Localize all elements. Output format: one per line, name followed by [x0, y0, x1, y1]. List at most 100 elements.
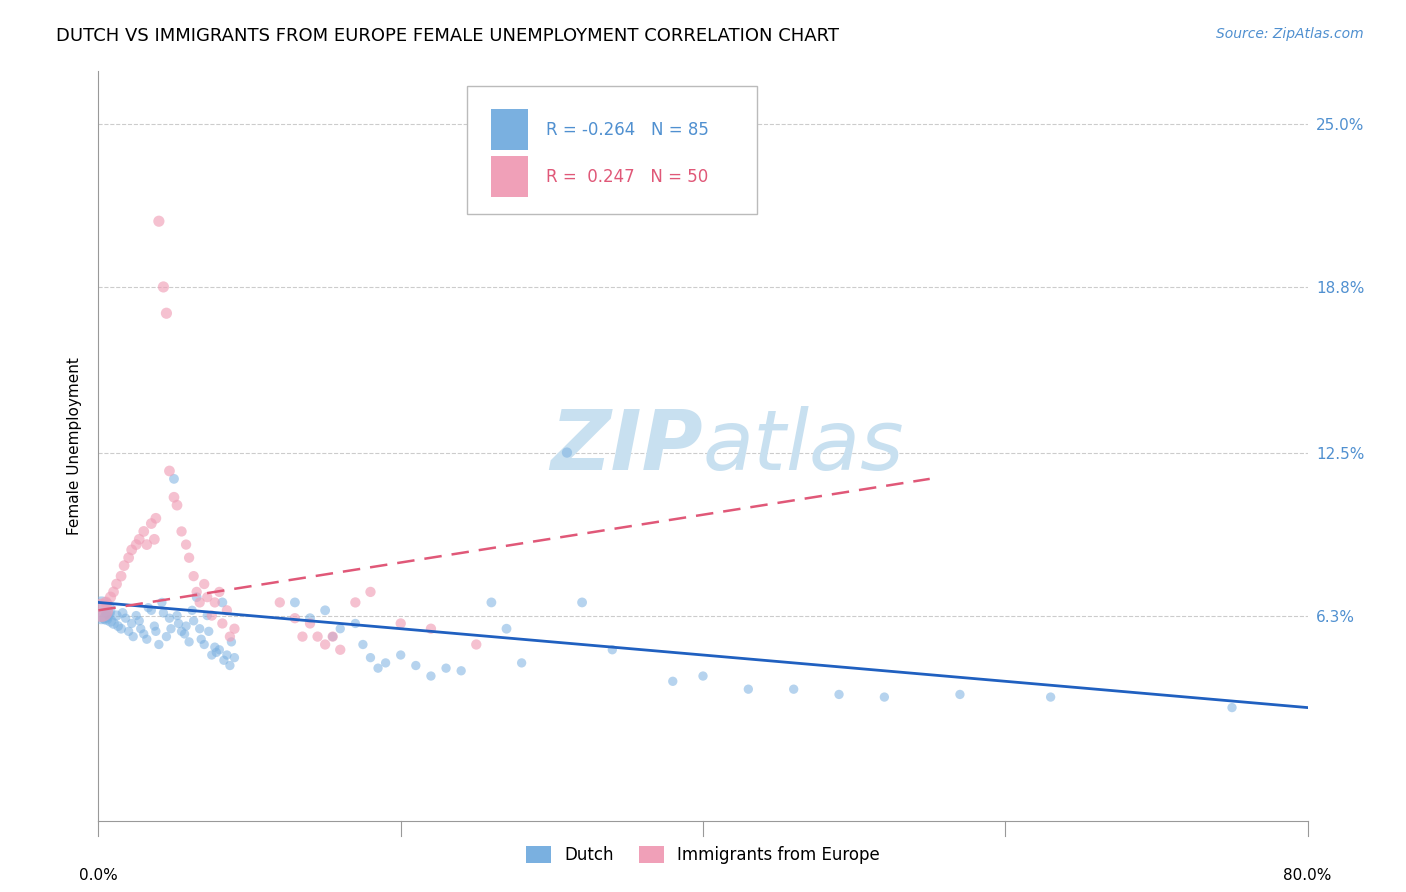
Point — [269, 595, 291, 609]
Point — [125, 608, 148, 623]
Point — [299, 611, 322, 625]
Point — [94, 611, 117, 625]
Point — [344, 616, 367, 631]
Point — [145, 624, 167, 639]
Point — [193, 638, 215, 652]
Point — [284, 595, 307, 609]
Point — [949, 688, 972, 702]
Point — [160, 622, 183, 636]
Point — [141, 516, 163, 531]
Point — [173, 627, 195, 641]
Point — [405, 658, 427, 673]
FancyBboxPatch shape — [467, 87, 758, 214]
Point — [94, 595, 117, 609]
Point — [465, 638, 488, 652]
Point — [1220, 700, 1243, 714]
Point — [188, 622, 211, 636]
Point — [107, 619, 129, 633]
Point — [183, 614, 205, 628]
Point — [195, 608, 218, 623]
Point — [204, 640, 226, 654]
Point — [205, 645, 228, 659]
Point — [367, 661, 389, 675]
Point — [155, 630, 177, 644]
Point — [360, 585, 382, 599]
Point — [148, 214, 170, 228]
Point — [121, 616, 143, 631]
Point — [193, 577, 215, 591]
Point — [118, 624, 141, 639]
Point — [159, 464, 181, 478]
Point — [159, 611, 181, 625]
Point — [374, 656, 396, 670]
Point — [352, 638, 374, 652]
Point — [155, 306, 177, 320]
Point — [100, 614, 122, 628]
Point — [314, 603, 336, 617]
Text: 0.0%: 0.0% — [79, 868, 118, 883]
Point — [129, 622, 152, 636]
Point — [186, 590, 208, 604]
Text: R =  0.247   N = 50: R = 0.247 N = 50 — [546, 168, 709, 186]
Point — [555, 445, 578, 459]
Point — [1039, 690, 1062, 704]
Point — [314, 638, 336, 652]
Point — [344, 595, 367, 609]
Point — [201, 648, 224, 662]
Point — [166, 608, 188, 623]
Point — [828, 688, 851, 702]
Point — [114, 611, 136, 625]
Point — [783, 682, 806, 697]
Point — [299, 616, 322, 631]
Point — [174, 619, 197, 633]
Point — [360, 650, 382, 665]
Point — [211, 616, 233, 631]
Point — [150, 595, 173, 609]
Point — [212, 653, 235, 667]
Point — [329, 622, 352, 636]
Y-axis label: Female Unemployment: Female Unemployment — [66, 357, 82, 535]
Point — [170, 624, 193, 639]
Point — [135, 632, 157, 647]
Point — [204, 595, 226, 609]
Point — [873, 690, 896, 704]
Point — [183, 569, 205, 583]
Point — [132, 627, 155, 641]
Point — [224, 622, 246, 636]
Point — [215, 603, 238, 617]
Point — [121, 542, 143, 557]
Point — [132, 524, 155, 539]
Point — [128, 614, 150, 628]
Point — [111, 606, 134, 620]
Point — [141, 603, 163, 617]
Point — [145, 511, 167, 525]
Text: ZIP: ZIP — [550, 406, 703, 486]
Point — [219, 658, 242, 673]
Point — [90, 603, 112, 617]
Point — [148, 638, 170, 652]
Point — [174, 538, 197, 552]
Point — [186, 585, 208, 599]
Point — [434, 661, 457, 675]
Point — [100, 590, 122, 604]
Text: DUTCH VS IMMIGRANTS FROM EUROPE FEMALE UNEMPLOYMENT CORRELATION CHART: DUTCH VS IMMIGRANTS FROM EUROPE FEMALE U… — [56, 27, 839, 45]
Point — [692, 669, 714, 683]
Point — [128, 533, 150, 547]
Point — [181, 603, 204, 617]
Point — [224, 650, 246, 665]
Point — [105, 577, 128, 591]
Point — [103, 585, 125, 599]
Point — [291, 630, 314, 644]
Point — [118, 550, 141, 565]
Point — [211, 595, 233, 609]
Text: Source: ZipAtlas.com: Source: ZipAtlas.com — [1216, 27, 1364, 41]
Point — [112, 558, 135, 573]
Point — [481, 595, 503, 609]
Point — [322, 630, 344, 644]
Point — [197, 624, 219, 639]
Point — [195, 590, 218, 604]
Point — [450, 664, 472, 678]
Point — [661, 674, 683, 689]
Point — [136, 600, 159, 615]
Text: R = -0.264   N = 85: R = -0.264 N = 85 — [546, 120, 709, 139]
